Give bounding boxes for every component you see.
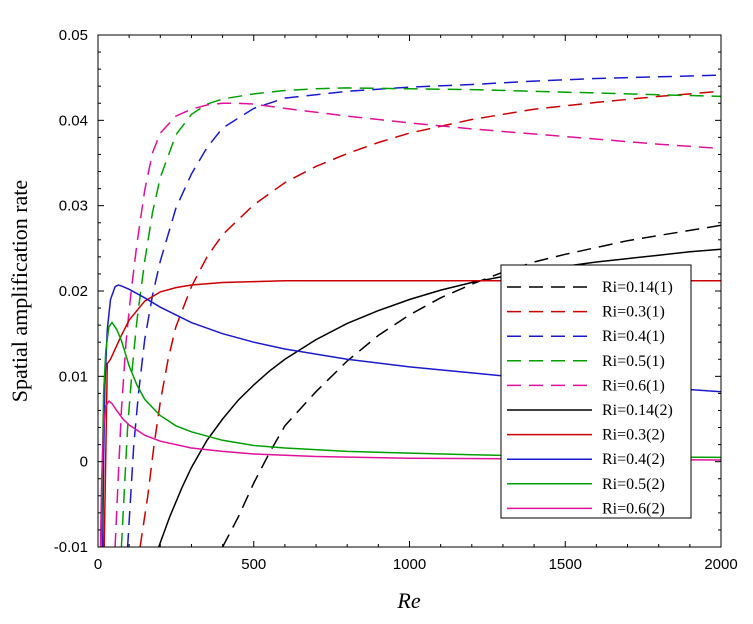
legend-label: Ri=0.14(2)	[602, 402, 673, 419]
legend-label: Ri=0.3(2)	[602, 427, 665, 444]
series-line-Ri=0.6(2)	[99, 399, 721, 547]
legend-label: Ri=0.14(1)	[602, 279, 673, 296]
legend-label: Ri=0.6(2)	[602, 500, 665, 517]
legend-label: Ri=0.5(1)	[602, 353, 665, 370]
series-line-Ri=0.4(2)	[101, 284, 721, 547]
series-line-Ri=0.14(2)	[157, 248, 721, 547]
y-tick-label: 0.02	[59, 283, 88, 300]
series-line-Ri=0.5(1)	[120, 87, 721, 547]
series-line-Ri=0.6(1)	[114, 102, 721, 547]
legend-box	[500, 264, 692, 519]
y-tick-label: 0.03	[59, 198, 88, 215]
x-tick-label: 1500	[549, 556, 582, 573]
legend-label: Ri=0.5(2)	[602, 476, 665, 493]
series-line-Ri=0.4(1)	[126, 74, 721, 547]
series-layer	[99, 74, 721, 547]
x-tick-label: 2000	[704, 556, 737, 573]
legend: Ri=0.14(1) Ri=0.3(1) Ri=0.4(1) Ri=0.5(1) Ri=…	[500, 264, 692, 519]
series-line-Ri=0.5(2)	[100, 321, 721, 547]
legend-label: Ri=0.4(1)	[602, 328, 665, 345]
x-tick-label: 500	[241, 556, 266, 573]
y-tick-label: 0.05	[59, 27, 88, 44]
y-tick-label: -0.01	[54, 539, 88, 556]
legend-label: Ri=0.6(1)	[602, 377, 665, 394]
series-line-Ri=0.14(1)	[221, 224, 721, 547]
legend-label: Ri=0.3(1)	[602, 304, 665, 321]
x-axis-title: Re	[396, 588, 420, 613]
legend-label: Ri=0.4(2)	[602, 451, 665, 468]
y-tick-label: 0.01	[59, 368, 88, 385]
y-axis-title: Spatial amplification rate	[7, 180, 32, 402]
x-tick-label: 1000	[393, 556, 426, 573]
y-tick-label: 0.04	[59, 112, 88, 129]
x-axis: 0 500 1000 1500 2000	[94, 35, 738, 573]
y-tick-label: 0	[80, 454, 88, 471]
y-axis: -0.01 0 0.01 0.02 0.03 0.04 0.05	[54, 27, 721, 556]
x-tick-label: 0	[94, 556, 102, 573]
